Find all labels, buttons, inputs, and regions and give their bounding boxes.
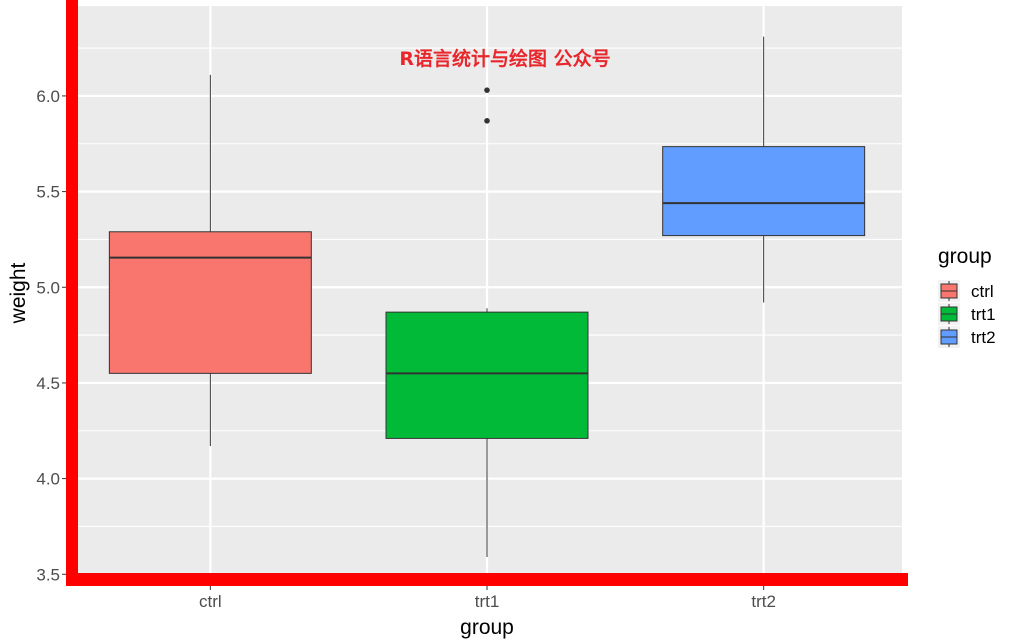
- y-tick-label: 5.5: [36, 183, 60, 202]
- box-body: [108, 231, 312, 374]
- legend-label: trt2: [971, 328, 996, 347]
- box-body: [662, 146, 866, 237]
- box-trt2: [662, 36, 866, 303]
- y-tick-label: 6.0: [36, 87, 60, 106]
- boxes: [108, 36, 866, 558]
- x-axis-ticks: ctrl trt1 trt2: [199, 586, 776, 611]
- x-axis-title: group: [460, 616, 514, 639]
- x-tick-label: ctrl: [199, 592, 222, 611]
- legend: group ctrl trt1 trt2: [938, 245, 996, 348]
- legend-label: trt1: [971, 305, 996, 324]
- y-tick-label: 4.5: [36, 374, 60, 393]
- box-body: [385, 311, 589, 439]
- legend-item-ctrl: ctrl: [938, 280, 994, 302]
- legend-item-trt2: trt2: [938, 326, 996, 348]
- y-axis-ticks: 3.5 4.0 4.5 5.0 5.5 6.0: [36, 87, 66, 584]
- outlier-point: [484, 87, 490, 93]
- legend-item-trt1: trt1: [938, 303, 996, 325]
- y-axis-title: weight: [7, 262, 30, 324]
- box-trt1: [385, 87, 589, 558]
- frame-bottom-bar: [66, 573, 908, 586]
- watermark-text: R语言统计与绘图 公众号: [399, 47, 610, 70]
- frame-left-bar: [66, 0, 78, 586]
- outlier-point: [484, 118, 490, 124]
- legend-keys: ctrl trt1 trt2: [938, 280, 996, 348]
- x-tick-label: trt1: [475, 592, 500, 611]
- y-tick-label: 5.0: [36, 278, 60, 297]
- y-tick-label: 4.0: [36, 470, 60, 489]
- y-tick-label: 3.5: [36, 565, 60, 584]
- x-tick-label: trt2: [751, 592, 776, 611]
- legend-title: group: [938, 245, 992, 268]
- legend-label: ctrl: [971, 282, 994, 301]
- box-ctrl: [108, 74, 312, 447]
